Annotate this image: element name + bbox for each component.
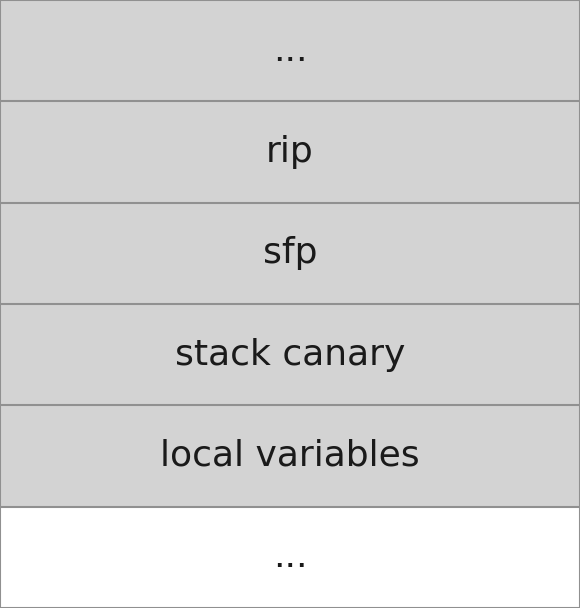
Text: rip: rip	[266, 135, 314, 169]
Text: local variables: local variables	[160, 439, 420, 473]
Text: stack canary: stack canary	[175, 337, 405, 371]
Text: ...: ...	[273, 33, 307, 67]
Bar	[0, 0, 580, 102]
Text: sfp: sfp	[263, 237, 317, 271]
Text: ...: ...	[273, 541, 307, 575]
Bar	[0, 202, 580, 304]
Bar	[0, 406, 580, 506]
Bar	[0, 506, 580, 608]
Bar	[0, 304, 580, 406]
Bar	[0, 102, 580, 202]
